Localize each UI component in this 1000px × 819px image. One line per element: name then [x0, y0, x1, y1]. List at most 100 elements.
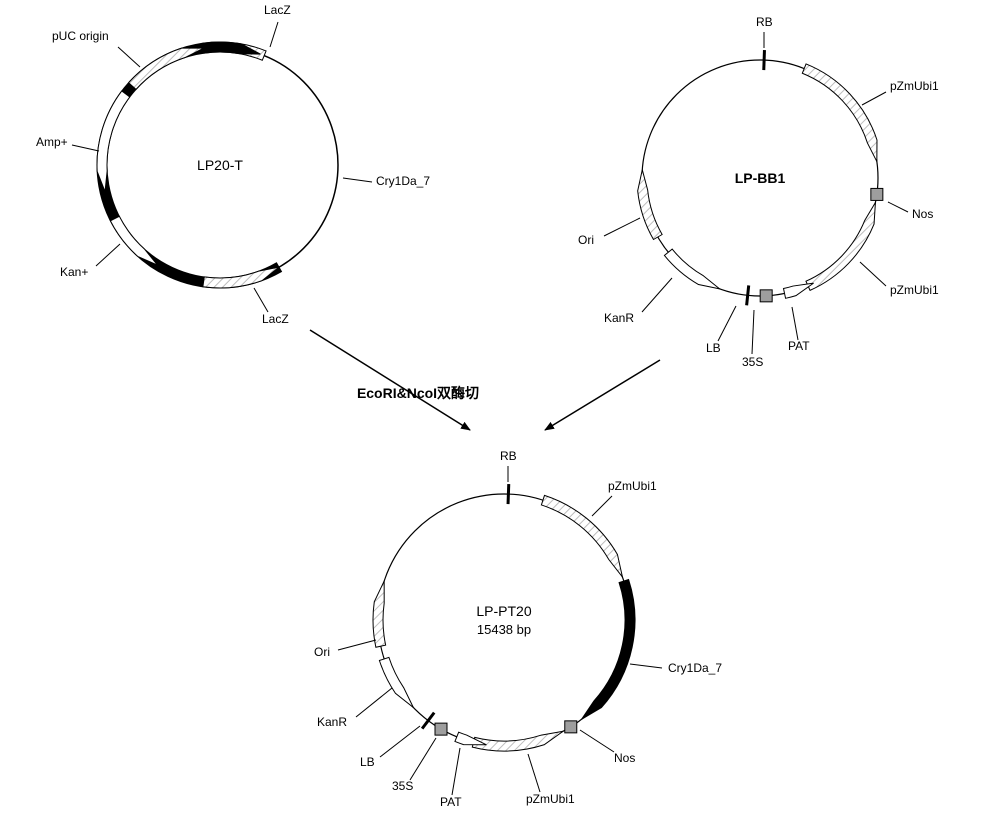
flow-arrow — [310, 330, 470, 430]
feature-ori-r: Ori — [578, 170, 662, 247]
feature-label: KanR — [317, 715, 347, 729]
feature-shape — [472, 731, 563, 751]
callout-line — [410, 738, 436, 780]
box-marker — [871, 188, 883, 200]
callout-line — [604, 218, 640, 236]
callout-line — [96, 244, 120, 266]
feature-label: LB — [706, 341, 721, 355]
plasmid-size: 15438 bp — [477, 622, 531, 637]
tick-mark — [747, 285, 749, 305]
feature-label: pZmUbi1 — [526, 792, 575, 806]
callout-line — [270, 22, 278, 47]
callout-line — [118, 47, 140, 67]
feature-kan: Kan+ — [60, 216, 157, 279]
feature-label: LacZ — [262, 312, 289, 326]
feature-s35-b: 35S — [392, 723, 447, 793]
feature-rb-r: RB — [756, 15, 773, 70]
feature-lb-b: LB — [360, 713, 434, 769]
feature-nos-b: Nos — [565, 721, 636, 765]
feature-shape — [373, 581, 386, 647]
feature-label: pZmUbi1 — [890, 283, 939, 297]
feature-lacz-bot: LacZ — [203, 267, 289, 326]
feature-pat-r: PAT — [783, 283, 813, 353]
feature-shape — [802, 64, 877, 162]
digest-label: EcoRI&NcoI双酶切 — [357, 385, 479, 401]
callout-line — [630, 664, 662, 668]
feature-shape — [379, 657, 413, 707]
feature-label: 35S — [392, 779, 413, 793]
feature-label: Kan+ — [60, 265, 88, 279]
feature-kanr-b: KanR — [317, 657, 413, 729]
feature-label: pUC origin — [52, 29, 109, 43]
feature-label: PAT — [788, 339, 810, 353]
feature-shape — [129, 48, 204, 89]
feature-cry1da7-b: Cry1Da_7 — [582, 580, 723, 720]
plasmid-bottom: RB pZmUbi1 Cry1Da_7 Nos pZmUbi1 PAT 35S LB KanR O… — [314, 449, 722, 809]
flow-arrow — [545, 360, 660, 430]
callout-line — [528, 754, 540, 792]
feature-pzmubi1-b1: pZmUbi1 — [541, 479, 657, 577]
feature-label: Ori — [578, 233, 594, 247]
feature-pat-b: PAT — [440, 732, 486, 809]
box-marker — [760, 290, 772, 302]
callout-line — [380, 726, 420, 757]
feature-label: Ori — [314, 645, 330, 659]
feature-shape — [664, 249, 719, 289]
callout-line — [72, 145, 99, 151]
feature-lb-r: LB — [706, 285, 749, 355]
tick-mark — [764, 50, 765, 70]
feature-nos-r: Nos — [871, 188, 933, 221]
feature-shape — [806, 203, 875, 291]
feature-label: Cry1Da_7 — [668, 661, 722, 675]
feature-shape — [541, 495, 622, 576]
tick-mark — [508, 484, 509, 504]
box-marker — [565, 721, 577, 733]
feature-rb-b: RB — [500, 449, 517, 504]
feature-shape — [582, 580, 635, 720]
plasmid-left: LacZ Cry1Da_7 LacZ Kan+ Amp+ pUC origin LP20-T — [36, 3, 430, 326]
callout-line — [888, 202, 908, 212]
callout-line — [580, 730, 614, 752]
callout-line — [254, 288, 268, 312]
callout-line — [642, 278, 672, 312]
callout-line — [356, 688, 392, 717]
feature-amp: Amp+ — [36, 91, 130, 192]
callout-line — [718, 306, 736, 341]
plasmid-diagram: LacZ Cry1Da_7 LacZ Kan+ Amp+ pUC origin LP20-T… — [0, 0, 1000, 819]
feature-shape — [110, 216, 157, 265]
callout-line — [860, 262, 886, 286]
feature-label: KanR — [604, 311, 634, 325]
feature-label: RB — [500, 449, 517, 463]
box-marker — [435, 723, 447, 735]
feature-label: pZmUbi1 — [608, 479, 657, 493]
feature-label: LacZ — [264, 3, 291, 17]
feature-label: PAT — [440, 795, 462, 809]
callout-line — [343, 178, 372, 182]
callout-line — [452, 748, 460, 795]
feature-label: LB — [360, 755, 375, 769]
feature-kanr-r: KanR — [604, 249, 720, 325]
feature-label: Nos — [912, 207, 933, 221]
feature-label: Nos — [614, 751, 635, 765]
plasmid-name: LP-BB1 — [735, 170, 786, 186]
feature-shape — [783, 283, 813, 298]
tick-mark — [422, 713, 434, 729]
callout-line — [338, 640, 376, 650]
feature-shape — [638, 170, 662, 240]
feature-puc: pUC origin — [52, 29, 204, 89]
feature-label: Amp+ — [36, 135, 68, 149]
feature-pzmubi1-b2: pZmUbi1 — [472, 731, 575, 806]
callout-line — [592, 496, 612, 516]
feature-pzmubi1-r1: pZmUbi1 — [802, 64, 939, 162]
feature-label: Cry1Da_7 — [376, 174, 430, 188]
plasmid-name: LP20-T — [197, 157, 243, 173]
feature-shape — [97, 42, 281, 288]
plasmid-right: RB pZmUbi1 Nos pZmUbi1 PAT 35S LB KanR Ori LP-BB1 — [578, 15, 939, 369]
callout-line — [792, 307, 798, 340]
feature-label: pZmUbi1 — [890, 79, 939, 93]
feature-label: 35S — [742, 355, 763, 369]
feature-ori-b: Ori — [314, 581, 386, 659]
plasmid-name: LP-PT20 — [476, 603, 531, 619]
callout-line — [862, 92, 886, 105]
feature-shape — [97, 91, 130, 192]
